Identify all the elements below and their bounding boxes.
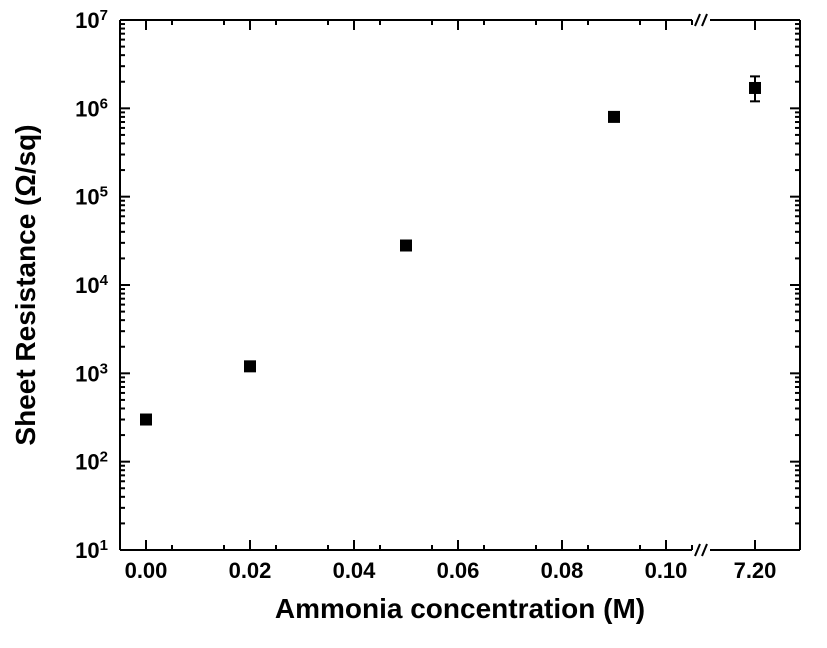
x-tick-label: 0.06 — [437, 558, 480, 583]
scatter-chart: 1011021031041051061070.000.020.040.060.0… — [0, 0, 827, 648]
x-tick-label: 0.02 — [229, 558, 272, 583]
y-axis-label: Sheet Resistance (Ω/sq) — [10, 124, 41, 445]
chart-container: 1011021031041051061070.000.020.040.060.0… — [0, 0, 827, 648]
data-point — [244, 360, 256, 372]
data-point — [400, 240, 412, 252]
data-point — [749, 82, 761, 94]
x-axis-label: Ammonia concentration (M) — [275, 593, 645, 624]
x-tick-label: 0.00 — [125, 558, 168, 583]
x-tick-label: 0.08 — [541, 558, 584, 583]
data-point — [608, 111, 620, 123]
x-tick-label: 0.10 — [645, 558, 688, 583]
data-point — [140, 414, 152, 426]
x-tick-label: 7.20 — [734, 558, 777, 583]
x-tick-label: 0.04 — [333, 558, 377, 583]
